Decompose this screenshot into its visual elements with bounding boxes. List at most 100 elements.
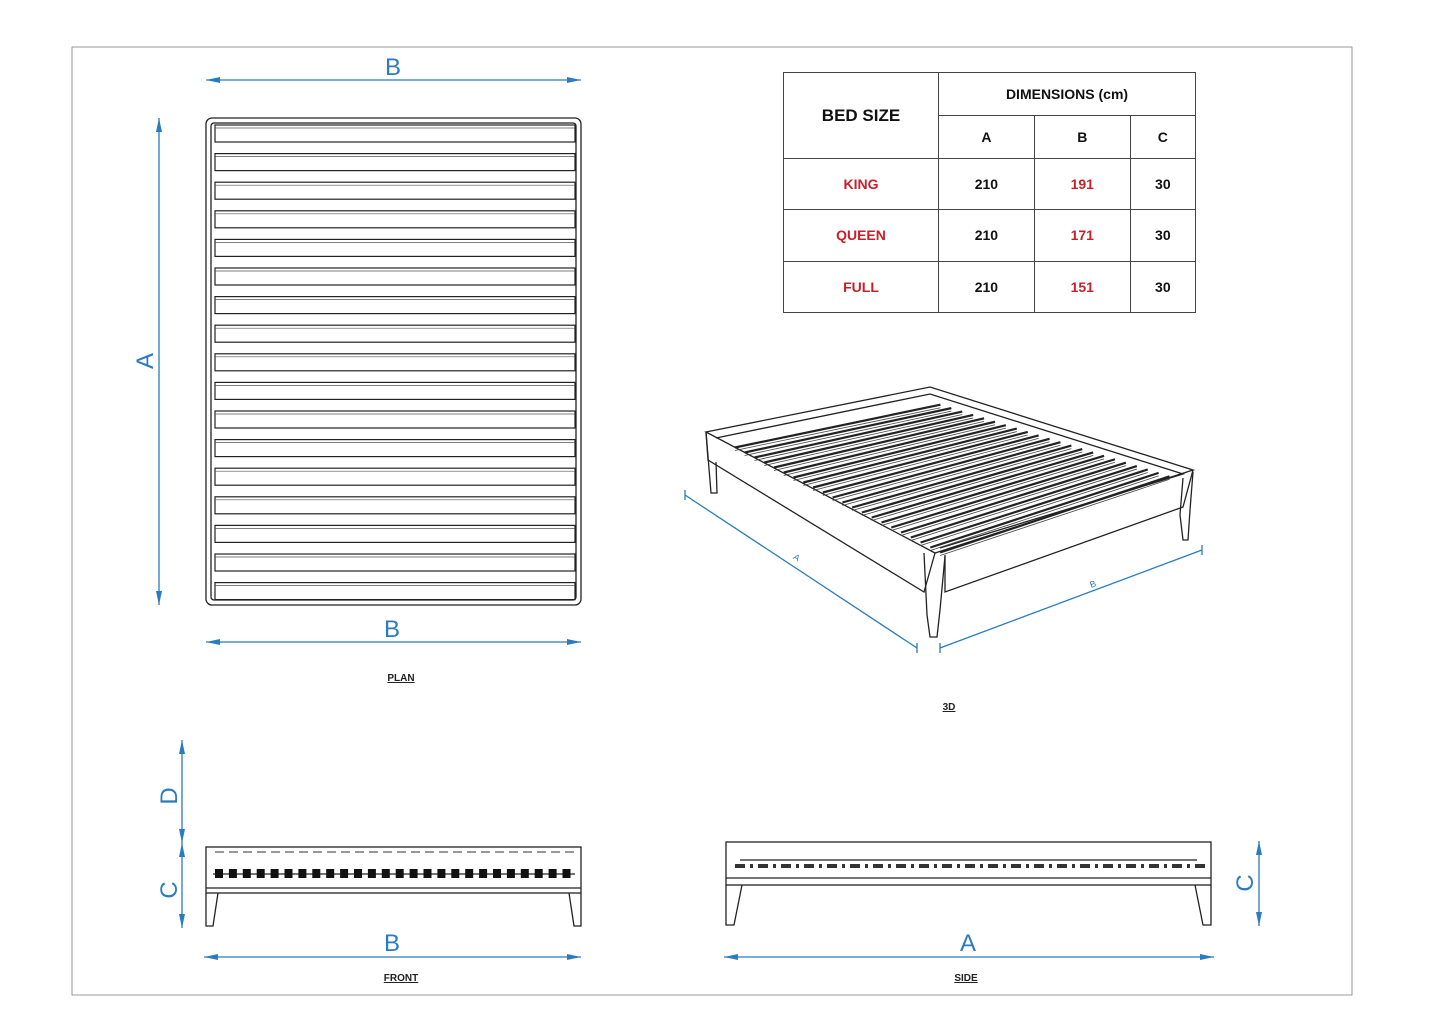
front-slat-section (479, 869, 488, 878)
plan-slat (214, 553, 576, 572)
front-slat-section (409, 869, 418, 878)
side-leg-right (1194, 884, 1212, 926)
iso-slat-edge (891, 461, 1116, 531)
iso-frame-inner (715, 393, 1186, 549)
plan-slat (214, 410, 576, 429)
col-header-b: B (1033, 115, 1131, 159)
front-view: D C B FRONT (156, 740, 582, 984)
plan-slat (214, 581, 576, 601)
iso-slat-edge (812, 434, 1028, 491)
front-slat-section (506, 869, 515, 878)
iso-slat (851, 444, 1072, 509)
iso-slat-edge (852, 448, 1072, 511)
plan-slat (214, 496, 576, 515)
iso-slat (832, 437, 1050, 499)
front-slat-section (465, 869, 474, 878)
front-slat-section (520, 869, 529, 878)
iso-slat-edge (920, 472, 1148, 546)
front-slat-section (534, 869, 543, 878)
front-slat-section (354, 869, 362, 878)
iso-slat (929, 471, 1159, 549)
iso-slat-edge (744, 410, 952, 456)
a-cell: 210 (938, 157, 1035, 211)
iso-slat-edge (734, 407, 941, 451)
plan-slats (214, 124, 576, 601)
iso-slat (939, 475, 1170, 554)
front-slat-section (242, 869, 251, 878)
iso-slat (763, 413, 974, 464)
plan-slat (214, 267, 576, 286)
a-cell: 210 (938, 209, 1035, 262)
iso-slats (734, 403, 1170, 556)
plan-slat (214, 381, 576, 400)
plan-slat (214, 353, 576, 372)
b-cell: 171 (1033, 209, 1131, 262)
front-dim-b-label: B (384, 930, 400, 957)
b-cell: 191 (1033, 157, 1131, 211)
iso-dim-a-line (684, 494, 918, 649)
iso-slat (842, 441, 1061, 504)
front-slat-sections (215, 869, 571, 878)
iso-slat (910, 465, 1138, 539)
iso-dim-a-label: A (791, 552, 801, 564)
front-frame (205, 846, 582, 894)
iso-slat (822, 434, 1039, 494)
plan-slat (214, 324, 576, 343)
iso-slat-edge (783, 424, 996, 476)
table-row: FULL 210 151 30 (783, 260, 1197, 314)
front-slat-section (437, 869, 446, 878)
front-slat-section (215, 869, 223, 878)
iso-slat-edge (754, 414, 963, 461)
iso-leg-front-right (1179, 471, 1194, 541)
plan-dim-left-label: A (132, 353, 159, 369)
iso-slat-edge (910, 468, 1137, 541)
iso-slat (812, 430, 1029, 489)
plan-slat (214, 238, 576, 257)
plan-slat (214, 210, 576, 229)
front-leg-left (205, 892, 219, 927)
iso-slat (861, 447, 1083, 514)
iso-slat (803, 427, 1018, 484)
side-view: C A SIDE (724, 841, 1262, 984)
c-cell: 30 (1129, 260, 1197, 314)
sheet-border (71, 46, 1353, 996)
side-dim-c-label: C (1232, 874, 1259, 891)
front-title: FRONT (384, 973, 418, 984)
plan-slat (214, 524, 576, 544)
iso-slat-edge (881, 458, 1105, 526)
col-header-a: A (938, 115, 1035, 159)
iso-slat-edge (822, 437, 1039, 496)
c-cell: 30 (1129, 157, 1197, 211)
iso-slat-edge (871, 455, 1094, 521)
size-cell: QUEEN (783, 209, 939, 262)
iso-slat-edge (764, 417, 974, 466)
front-slat-section (326, 869, 335, 878)
front-slat-section (367, 869, 376, 878)
iso-front-rail (944, 469, 1194, 593)
plan-dim-bottom-label: B (384, 616, 400, 643)
iso-slat-edge (861, 451, 1083, 516)
front-slat-section (312, 869, 321, 878)
front-leg-right (568, 892, 582, 927)
plan-slat (214, 124, 576, 143)
iso-slat-edge (842, 444, 1061, 506)
header-dimensions: DIMENSIONS (cm) (938, 72, 1196, 116)
front-dim-c-label: C (156, 881, 183, 898)
iso-slat (793, 424, 1007, 479)
plan-frame-outer (205, 117, 582, 606)
iso-slat-edge (803, 431, 1017, 486)
iso-slat (890, 458, 1116, 529)
iso-slat-edge (832, 441, 1050, 501)
iso-slat-edge (793, 427, 1007, 481)
iso-dim-b-label: B (1088, 578, 1097, 589)
dimensions-table: BED SIZE DIMENSIONS (cm) A B C KING 210 … (783, 72, 1197, 314)
iso-slat (754, 410, 963, 459)
iso-slat (783, 420, 996, 474)
iso-slat (744, 407, 952, 454)
front-slat-section (548, 869, 557, 878)
a-cell: 210 (938, 260, 1035, 314)
front-slat-section (228, 869, 237, 878)
plan-slat (214, 439, 576, 458)
table-row: QUEEN 210 171 30 (783, 209, 1197, 262)
